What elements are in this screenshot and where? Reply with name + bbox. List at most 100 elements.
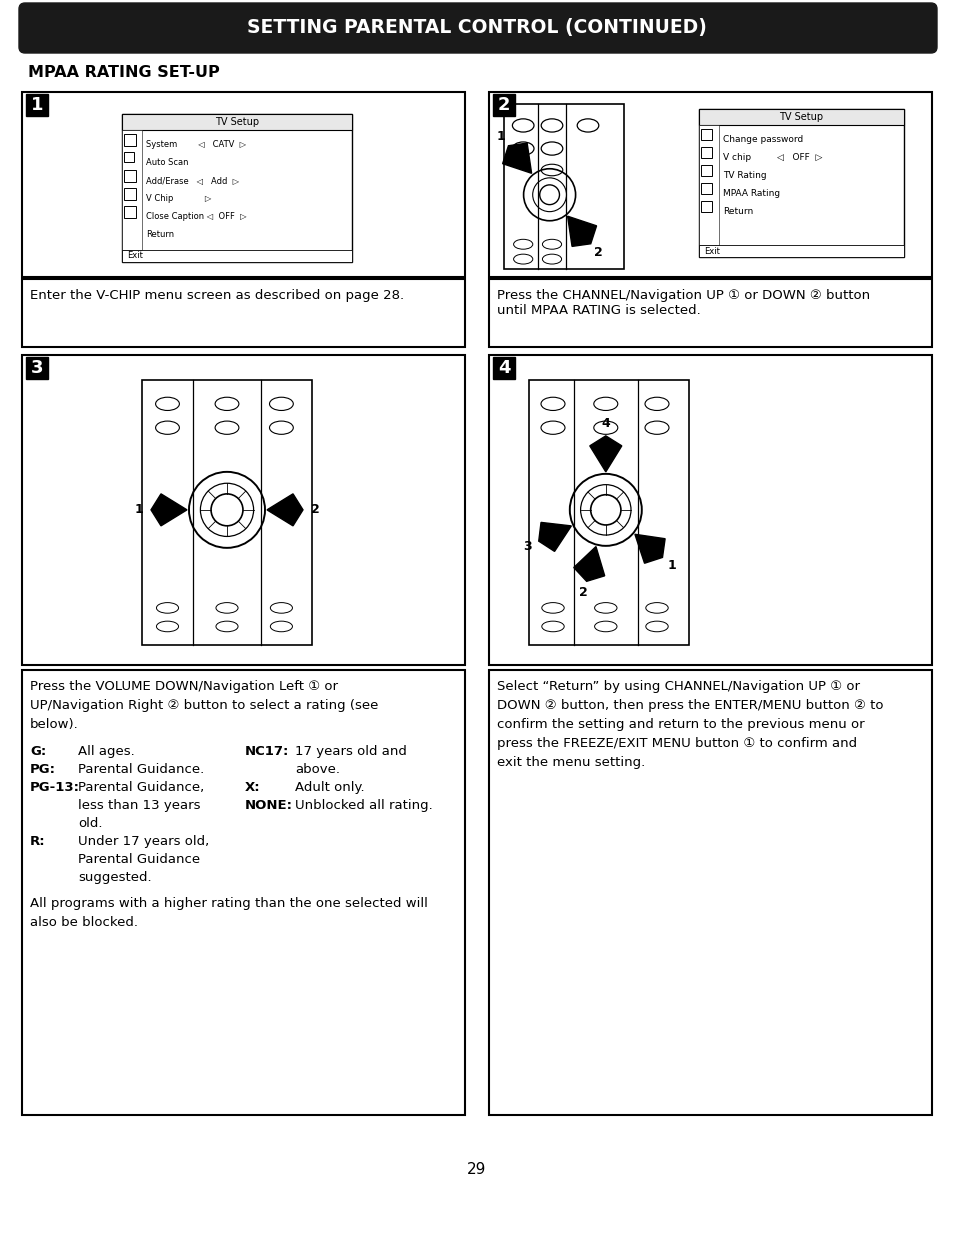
Text: Add/Erase   ◁   Add  ▷: Add/Erase ◁ Add ▷ — [146, 177, 239, 185]
Text: System        ◁   CATV  ▷: System ◁ CATV ▷ — [146, 140, 246, 149]
Bar — [700, 147, 711, 158]
Text: 17 years old and: 17 years old and — [294, 745, 406, 758]
Bar — [122, 130, 142, 249]
Text: 2: 2 — [311, 504, 319, 516]
Text: 2: 2 — [578, 587, 587, 599]
Bar — [503, 104, 623, 269]
Bar — [699, 109, 903, 125]
Text: Unblocked all rating.: Unblocked all rating. — [294, 799, 433, 811]
Text: less than 13 years: less than 13 years — [78, 799, 200, 811]
Text: 1: 1 — [134, 504, 143, 516]
Polygon shape — [635, 535, 664, 563]
Bar — [124, 206, 136, 219]
Bar — [122, 249, 352, 262]
Text: 4: 4 — [600, 417, 610, 430]
Text: above.: above. — [294, 763, 339, 776]
Text: 1: 1 — [30, 96, 43, 114]
Text: MPAA Rating: MPAA Rating — [722, 189, 780, 198]
Bar — [699, 109, 903, 257]
Text: 2: 2 — [594, 247, 602, 259]
Text: Select “Return” by using CHANNEL/Navigation UP ① or: Select “Return” by using CHANNEL/Navigat… — [497, 680, 859, 693]
Text: exit the menu setting.: exit the menu setting. — [497, 756, 644, 769]
Text: suggested.: suggested. — [78, 871, 152, 884]
Bar — [124, 135, 136, 146]
Text: Parental Guidance.: Parental Guidance. — [78, 763, 204, 776]
Bar — [22, 354, 464, 664]
Text: All programs with a higher rating than the one selected will: All programs with a higher rating than t… — [30, 897, 428, 910]
Text: All ages.: All ages. — [78, 745, 134, 758]
Polygon shape — [567, 216, 596, 247]
Text: Close Caption ◁  OFF  ▷: Close Caption ◁ OFF ▷ — [146, 212, 247, 221]
Text: MPAA RATING SET-UP: MPAA RATING SET-UP — [28, 65, 219, 80]
Bar — [699, 125, 719, 245]
Text: PG:: PG: — [30, 763, 56, 776]
Bar — [529, 380, 688, 645]
Bar — [124, 152, 133, 162]
Text: 3: 3 — [523, 540, 532, 553]
Bar — [700, 128, 711, 140]
Text: UP/Navigation Right ② button to select a rating (see: UP/Navigation Right ② button to select a… — [30, 699, 378, 713]
Bar — [700, 201, 711, 212]
Text: 2: 2 — [497, 96, 510, 114]
Text: TV Setup: TV Setup — [779, 112, 822, 122]
Bar — [22, 279, 464, 347]
Text: Change password: Change password — [722, 135, 802, 144]
Bar — [124, 170, 136, 182]
Bar — [26, 357, 48, 379]
Text: Return: Return — [146, 230, 174, 240]
FancyBboxPatch shape — [19, 2, 936, 53]
Bar — [142, 380, 312, 645]
Polygon shape — [502, 143, 531, 173]
Bar — [122, 114, 352, 130]
Text: Press the CHANNEL/Navigation UP ① or DOWN ② button
until MPAA RATING is selected: Press the CHANNEL/Navigation UP ① or DOW… — [497, 289, 869, 317]
Text: also be blocked.: also be blocked. — [30, 916, 138, 929]
Bar — [124, 188, 136, 200]
Text: TV Rating: TV Rating — [722, 170, 766, 180]
Text: below).: below). — [30, 718, 79, 731]
Text: old.: old. — [78, 818, 102, 830]
Text: Adult only.: Adult only. — [294, 781, 364, 794]
Bar — [489, 671, 931, 1115]
Text: confirm the setting and return to the previous menu or: confirm the setting and return to the pr… — [497, 718, 863, 731]
Bar — [489, 279, 931, 347]
Bar — [22, 671, 464, 1115]
Text: Parental Guidance,: Parental Guidance, — [78, 781, 204, 794]
Polygon shape — [151, 494, 187, 526]
Polygon shape — [589, 436, 621, 472]
Text: 3: 3 — [30, 359, 43, 377]
Text: PG-13:: PG-13: — [30, 781, 80, 794]
Bar — [700, 165, 711, 177]
Polygon shape — [573, 547, 604, 582]
Text: SETTING PARENTAL CONTROL (CONTINUED): SETTING PARENTAL CONTROL (CONTINUED) — [247, 19, 706, 37]
Text: 4: 4 — [497, 359, 510, 377]
Polygon shape — [267, 494, 303, 526]
Text: G:: G: — [30, 745, 46, 758]
Text: Enter the V-CHIP menu screen as described on page 28.: Enter the V-CHIP menu screen as describe… — [30, 289, 404, 303]
Text: NONE:: NONE: — [245, 799, 293, 811]
Text: V chip         ◁   OFF  ▷: V chip ◁ OFF ▷ — [722, 153, 821, 162]
Bar — [26, 94, 48, 116]
Text: Exit: Exit — [703, 247, 720, 256]
Text: press the FREEZE/EXIT MENU button ① to confirm and: press the FREEZE/EXIT MENU button ① to c… — [497, 737, 856, 750]
Bar — [700, 183, 711, 194]
Text: Return: Return — [722, 207, 753, 216]
Text: NC17:: NC17: — [245, 745, 289, 758]
Text: V Chip            ▷: V Chip ▷ — [146, 194, 212, 203]
Text: X:: X: — [245, 781, 260, 794]
Text: 29: 29 — [467, 1162, 486, 1177]
Bar — [489, 354, 931, 664]
Text: 1: 1 — [666, 558, 676, 572]
Text: DOWN ② button, then press the ENTER/MENU button ② to: DOWN ② button, then press the ENTER/MENU… — [497, 699, 882, 713]
Text: R:: R: — [30, 835, 46, 848]
Text: Exit: Exit — [127, 252, 143, 261]
Polygon shape — [538, 522, 571, 551]
Text: Auto Scan: Auto Scan — [146, 158, 189, 167]
Bar — [493, 357, 515, 379]
Bar — [493, 94, 515, 116]
Text: Parental Guidance: Parental Guidance — [78, 853, 200, 866]
Bar — [699, 245, 903, 257]
Text: TV Setup: TV Setup — [214, 117, 259, 127]
Bar — [22, 91, 464, 277]
Text: Press the VOLUME DOWN/Navigation Left ① or: Press the VOLUME DOWN/Navigation Left ① … — [30, 680, 337, 693]
Text: Under 17 years old,: Under 17 years old, — [78, 835, 209, 848]
